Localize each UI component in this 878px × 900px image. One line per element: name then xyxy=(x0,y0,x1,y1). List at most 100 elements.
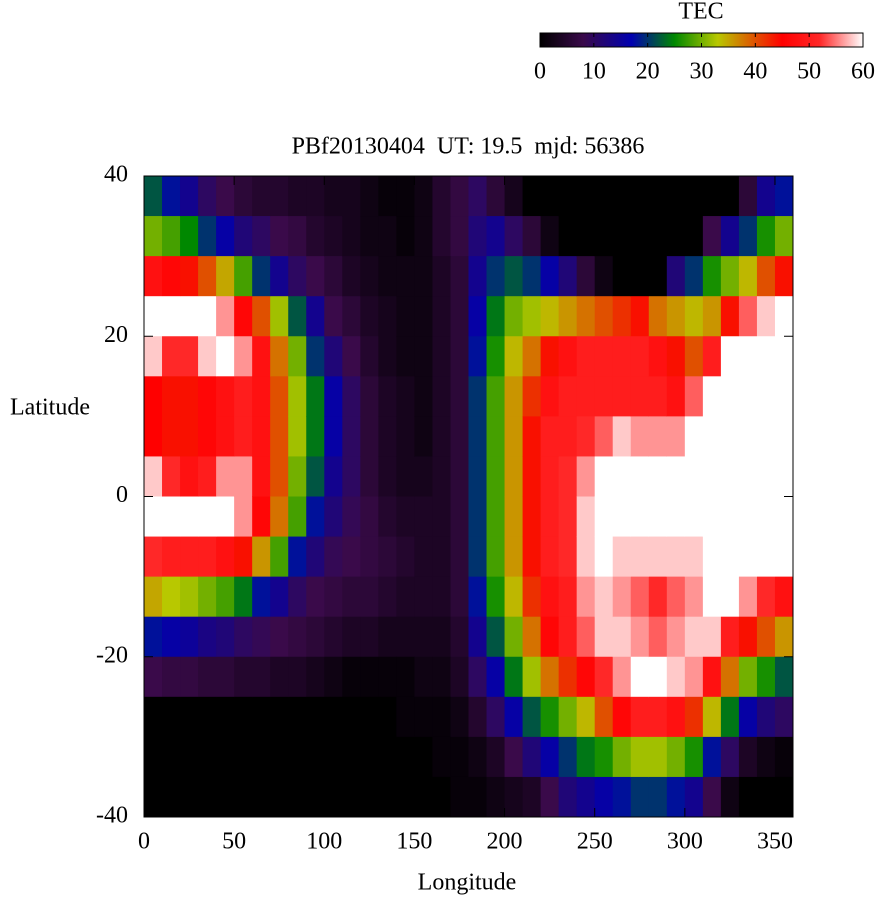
heatmap-cell xyxy=(648,776,668,818)
heatmap-cell xyxy=(702,296,722,337)
heatmap-cell xyxy=(756,496,776,538)
heatmap-cell xyxy=(612,376,632,417)
heatmap-cell xyxy=(774,776,794,818)
heatmap-cell xyxy=(774,456,794,497)
heatmap-cell xyxy=(180,496,199,538)
heatmap-cell xyxy=(324,216,343,257)
heatmap-cell xyxy=(342,536,361,578)
heatmap-cell xyxy=(558,216,578,257)
heatmap-cell xyxy=(666,776,686,818)
x-tick-label: 0 xyxy=(138,829,150,855)
heatmap-cell xyxy=(234,336,253,377)
colorbar-tick-label: 0 xyxy=(534,59,546,85)
heatmap-cell xyxy=(450,736,469,778)
heatmap-cell xyxy=(324,456,343,497)
heatmap-cell xyxy=(576,656,596,698)
heatmap-cell xyxy=(144,536,163,578)
heatmap-cell xyxy=(666,536,686,578)
heatmap-cell xyxy=(504,416,524,457)
heatmap-cell xyxy=(270,696,289,738)
heatmap-cell xyxy=(324,656,343,698)
heatmap-cell xyxy=(234,256,253,297)
heatmap-cell xyxy=(666,416,686,457)
heatmap-cell xyxy=(252,176,271,217)
heatmap-cell xyxy=(342,776,361,818)
heatmap-cell xyxy=(270,216,289,257)
heatmap-cell xyxy=(486,696,506,738)
heatmap-cell xyxy=(558,416,578,457)
heatmap-cell xyxy=(216,776,235,818)
heatmap-cell xyxy=(720,536,740,578)
heatmap-cell xyxy=(540,616,560,658)
heatmap-cell xyxy=(162,256,181,297)
heatmap-cell xyxy=(648,696,668,738)
heatmap-cell xyxy=(648,496,668,538)
heatmap-cell xyxy=(342,376,361,417)
heatmap-cell xyxy=(234,696,253,738)
y-tick-label: 20 xyxy=(104,322,128,348)
heatmap-cell xyxy=(684,496,704,538)
heatmap-cell xyxy=(612,696,632,738)
heatmap-cell xyxy=(522,256,542,297)
heatmap-cell xyxy=(432,176,451,217)
heatmap-cell xyxy=(522,376,542,417)
heatmap-cell xyxy=(216,576,235,618)
heatmap-cell xyxy=(702,536,722,578)
heatmap-cell xyxy=(612,416,632,457)
heatmap-cell xyxy=(648,416,668,457)
heatmap-cell xyxy=(666,656,686,698)
heatmap-cell xyxy=(684,456,704,497)
heatmap-cell xyxy=(216,696,235,738)
heatmap-cell xyxy=(540,216,560,257)
heatmap-cell xyxy=(738,496,758,538)
heatmap-cell xyxy=(702,616,722,658)
heatmap-cell xyxy=(450,416,469,457)
heatmap-cell xyxy=(540,696,560,738)
heatmap-cell xyxy=(468,616,488,658)
heatmap-cell xyxy=(270,736,289,778)
heatmap-cell xyxy=(756,616,776,658)
heatmap-cell xyxy=(378,496,397,538)
heatmap-cell xyxy=(684,256,704,297)
heatmap-cell xyxy=(576,456,596,497)
heatmap-cell xyxy=(468,456,488,497)
heatmap-cell xyxy=(324,616,343,658)
heatmap-cell xyxy=(432,696,451,738)
heatmap-cell xyxy=(684,696,704,738)
heatmap-cell xyxy=(540,376,560,417)
heatmap-cell xyxy=(162,496,181,538)
heatmap-cell xyxy=(432,456,451,497)
heatmap-cell xyxy=(612,536,632,578)
heatmap-cell xyxy=(360,416,379,457)
heatmap-cell xyxy=(702,576,722,618)
heatmap-cell xyxy=(486,296,506,337)
heatmap-cell xyxy=(162,776,181,818)
heatmap-cell xyxy=(306,336,325,377)
heatmap-cell xyxy=(594,376,614,417)
heatmap-cell xyxy=(774,216,794,257)
heatmap-cell xyxy=(378,536,397,578)
heatmap-cell xyxy=(342,456,361,497)
heatmap-cell xyxy=(252,656,271,698)
heatmap-cell xyxy=(432,576,451,618)
heatmap-cell xyxy=(252,376,271,417)
heatmap-cell xyxy=(270,336,289,377)
heatmap-cell xyxy=(162,736,181,778)
heatmap-cell xyxy=(468,376,488,417)
heatmap-cell xyxy=(342,416,361,457)
heatmap-cell xyxy=(468,256,488,297)
heatmap-cell xyxy=(252,336,271,377)
heatmap-cell xyxy=(630,296,650,337)
heatmap-cell xyxy=(738,776,758,818)
heatmap-cell xyxy=(504,336,524,377)
heatmap-cell xyxy=(414,656,433,698)
heatmap-cell xyxy=(558,696,578,738)
heatmap-cell xyxy=(270,776,289,818)
heatmap-cell xyxy=(288,256,307,297)
x-axis-label: Longitude xyxy=(418,870,517,896)
heatmap-cell xyxy=(342,696,361,738)
heatmap-cell xyxy=(522,696,542,738)
heatmap-cell xyxy=(180,416,199,457)
heatmap-cell xyxy=(342,296,361,337)
